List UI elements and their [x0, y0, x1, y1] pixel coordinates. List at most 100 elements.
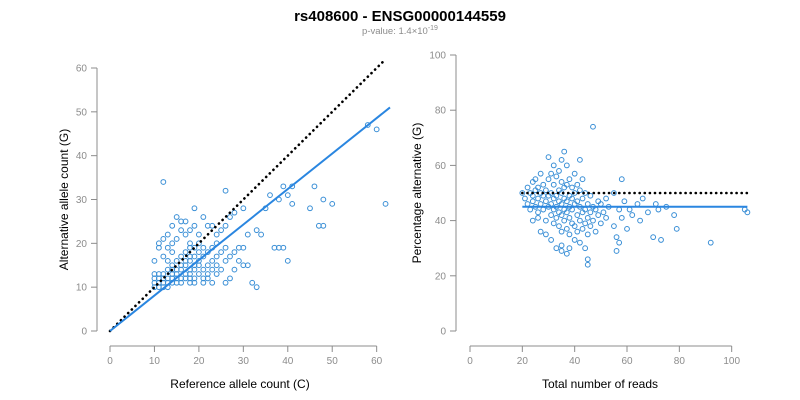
right-data-point — [613, 234, 620, 241]
right-data-point — [574, 181, 581, 188]
right-x-tick-label: 100 — [723, 356, 740, 367]
right-data-point — [584, 201, 591, 207]
left-data-point — [240, 205, 247, 212]
left-fit-line — [109, 106, 391, 332]
left-data-point — [191, 244, 198, 251]
right-panel-percentage: 0 20 40 60 80 100 0 20 40 60 80 100 Total number of … — [410, 51, 751, 391]
pvalue-text: p-value: 1.4×10 — [362, 26, 428, 37]
right-data-point — [553, 192, 560, 199]
right-data-point — [545, 154, 552, 161]
left-data-point — [209, 222, 216, 229]
left-data-point — [164, 257, 171, 264]
right-data-point — [587, 223, 594, 230]
right-data-point — [613, 248, 620, 254]
left-data-point — [204, 275, 211, 282]
left-data-point — [151, 257, 158, 264]
right-data-point — [558, 228, 565, 235]
right-data-point — [571, 237, 578, 243]
right-data-point — [574, 198, 581, 205]
right-data-point — [529, 198, 536, 205]
left-data-point — [227, 275, 233, 282]
left-data-point — [280, 244, 287, 251]
right-x-tick-label: 80 — [674, 356, 686, 367]
right-data-point — [535, 209, 541, 216]
right-data-point — [553, 214, 560, 221]
left-data-point — [213, 231, 220, 238]
left-data-point — [213, 262, 220, 269]
left-data-point — [187, 227, 193, 234]
right-data-point — [639, 195, 646, 202]
right-data-point — [584, 261, 591, 268]
left-data-point — [231, 249, 238, 256]
left-data-point — [209, 266, 216, 273]
right-data-point — [563, 162, 570, 169]
right-y-tick-label: 20 — [435, 271, 447, 282]
right-data-point — [524, 201, 531, 207]
right-data-point — [577, 217, 583, 224]
right-y-tick-label: 100 — [429, 51, 446, 62]
right-x-tick-label: 40 — [569, 356, 581, 367]
right-data-point — [537, 201, 544, 207]
right-data-point — [611, 223, 617, 230]
left-data-point — [200, 214, 207, 220]
left-y-tick-label: 10 — [76, 283, 88, 294]
right-data-point — [537, 228, 544, 235]
right-data-point — [563, 225, 570, 232]
right-data-point — [535, 214, 541, 221]
right-data-point — [577, 187, 583, 194]
right-x-tick-label: 20 — [517, 356, 529, 367]
right-data-point — [540, 181, 547, 188]
right-data-point — [590, 123, 596, 130]
right-data-point — [574, 228, 581, 235]
left-x-tick-label: 30 — [238, 356, 250, 367]
right-data-point — [563, 250, 570, 257]
right-data-point — [584, 231, 591, 238]
left-x-tick-label: 10 — [149, 356, 161, 367]
right-data-point — [652, 201, 659, 207]
right-data-point — [519, 190, 526, 196]
right-data-point — [582, 245, 589, 252]
left-x-tick-label: 20 — [193, 356, 205, 367]
right-data-point — [529, 217, 536, 224]
right-data-point — [548, 212, 555, 218]
right-data-point — [535, 184, 541, 191]
left-data-point — [258, 231, 265, 238]
right-data-point — [566, 231, 573, 238]
right-y-tick-label: 60 — [435, 161, 447, 172]
right-data-point — [553, 173, 560, 180]
right-data-point — [550, 181, 557, 188]
right-data-point — [577, 156, 583, 163]
left-data-point — [231, 209, 238, 216]
right-data-point — [603, 214, 609, 221]
left-data-point — [320, 196, 327, 203]
right-data-point — [637, 217, 643, 224]
left-data-point — [222, 222, 229, 229]
right-data-point — [558, 242, 565, 249]
right-data-point — [542, 198, 549, 205]
right-data-point — [558, 212, 565, 218]
right-data-point — [600, 209, 607, 216]
right-data-point — [584, 214, 591, 221]
right-data-point — [618, 214, 625, 221]
right-data-point — [590, 217, 596, 224]
right-data-point — [522, 195, 528, 202]
left-data-point — [253, 284, 260, 291]
right-data-point — [563, 181, 570, 188]
right-data-point — [542, 217, 549, 224]
left-data-point — [307, 205, 313, 212]
left-data-point — [187, 240, 193, 247]
left-data-point — [191, 205, 198, 212]
left-data-point — [213, 271, 220, 277]
right-data-point — [550, 162, 557, 169]
left-data-point — [191, 253, 198, 260]
pvalue-subtitle: p-value: 1.4×10-19 — [362, 25, 438, 37]
right-data-point — [658, 237, 664, 243]
right-data-point — [540, 206, 547, 213]
left-data-point — [280, 183, 287, 190]
left-data-point — [195, 249, 202, 256]
right-data-point — [569, 195, 575, 202]
left-data-point — [227, 214, 233, 220]
left-data-point — [182, 249, 189, 256]
left-data-point — [169, 240, 176, 247]
right-data-point — [579, 176, 586, 183]
